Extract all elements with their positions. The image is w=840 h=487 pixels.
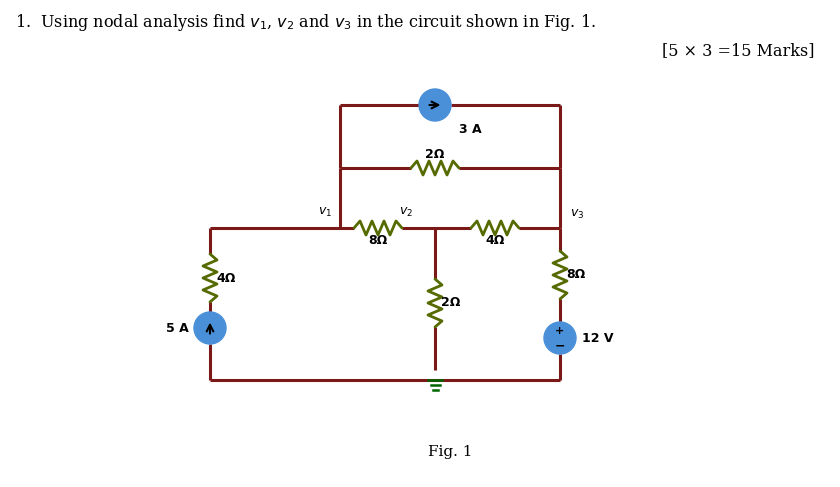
Text: Fig. 1: Fig. 1 <box>428 445 472 459</box>
Text: 2Ω: 2Ω <box>425 149 444 162</box>
Text: $v_2$: $v_2$ <box>399 206 413 219</box>
Text: $v_3$: $v_3$ <box>570 207 585 221</box>
Text: 8Ω: 8Ω <box>369 235 387 247</box>
Text: 4Ω: 4Ω <box>486 235 505 247</box>
Text: 5 A: 5 A <box>166 321 189 335</box>
Text: 2Ω: 2Ω <box>441 297 460 310</box>
Circle shape <box>419 89 451 121</box>
Text: [5 × 3 =15 Marks]: [5 × 3 =15 Marks] <box>663 42 815 59</box>
Text: 3 A: 3 A <box>459 123 481 136</box>
Text: $v_1$: $v_1$ <box>318 206 332 219</box>
Circle shape <box>544 322 576 354</box>
Text: +: + <box>555 326 564 337</box>
Text: −: − <box>554 339 565 353</box>
Circle shape <box>194 312 226 344</box>
Text: 4Ω: 4Ω <box>217 271 236 284</box>
Text: 8Ω: 8Ω <box>566 268 585 281</box>
Text: 12 V: 12 V <box>582 332 613 344</box>
Text: 1.  Using nodal analysis find $v_1$, $v_2$ and $v_3$ in the circuit shown in Fig: 1. Using nodal analysis find $v_1$, $v_2… <box>15 12 596 33</box>
